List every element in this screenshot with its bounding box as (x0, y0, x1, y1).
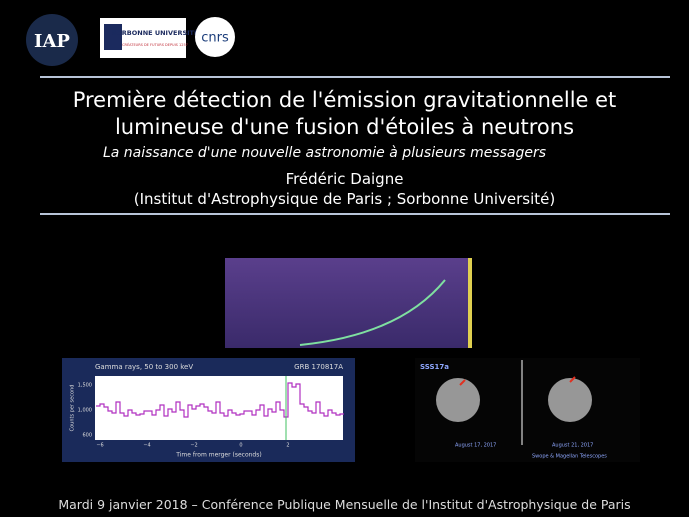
gamma-y-tick: 600 (82, 433, 92, 439)
gamma-x-tick: −6 (96, 443, 103, 449)
gamma-y-tick: 1,000 (78, 408, 92, 414)
footer: Mardi 9 janvier 2018 – Conférence Publiq… (58, 497, 631, 512)
sorbonne-tagline: CRÉATEURS DE FUTURS DEPUIS 1257 (122, 42, 188, 47)
subtitle: La naissance d'une nouvelle astronomie à… (102, 145, 547, 161)
divider (40, 76, 670, 78)
optical-name: SSS17a (420, 363, 449, 371)
spectrogram (225, 258, 468, 348)
gamma-y-tick: 1,500 (78, 383, 92, 389)
affiliation: (Institut d'Astrophysique de Paris ; Sor… (133, 190, 556, 208)
logos: IAP SORBONNE UNIVERSITÉ CRÉATEURS DE FUT… (26, 14, 235, 66)
figures: Gamma rays, 50 to 300 keV GRB 170817A Ti… (62, 258, 640, 462)
colorbar (468, 258, 472, 348)
sorbonne-logo: SORBONNE UNIVERSITÉ (112, 28, 199, 37)
gamma-x-tick: −2 (190, 443, 197, 449)
chirp (299, 279, 446, 346)
cnrs-logo: cnrs (201, 31, 229, 46)
gamma-title: Gamma rays, 50 to 300 keV (95, 363, 193, 371)
iap-logo: IAP (34, 31, 70, 52)
gamma-x-tick: −4 (143, 443, 150, 449)
cnrs-logo-bg (195, 17, 235, 57)
galaxy (548, 378, 592, 422)
divider (40, 213, 670, 215)
title-line: lumineuse d'une fusion d'étoiles à neutr… (114, 115, 575, 139)
iap-logo-bg (26, 14, 78, 66)
optical-credit: Swope & Magellan Telescopes (532, 454, 607, 460)
arrow (459, 376, 576, 386)
optical-date: August 21, 2017 (552, 443, 593, 449)
lightcurve (96, 382, 344, 418)
gamma-xlabel: Time from merger (seconds) (175, 452, 261, 459)
title-line: Première détection de l'émission gravita… (72, 88, 617, 112)
galaxy (436, 378, 480, 422)
optical-date: August 17, 2017 (455, 443, 496, 449)
gamma-plot (95, 376, 343, 440)
gamma-x-tick: 0 (239, 443, 242, 449)
gamma-label: GRB 170817A (294, 363, 343, 371)
author: Frédéric Daigne (285, 170, 404, 188)
sorbonne-mark (104, 24, 122, 50)
gamma-ylabel: Counts per second (70, 385, 76, 432)
gamma-x-tick: 2 (286, 443, 289, 449)
